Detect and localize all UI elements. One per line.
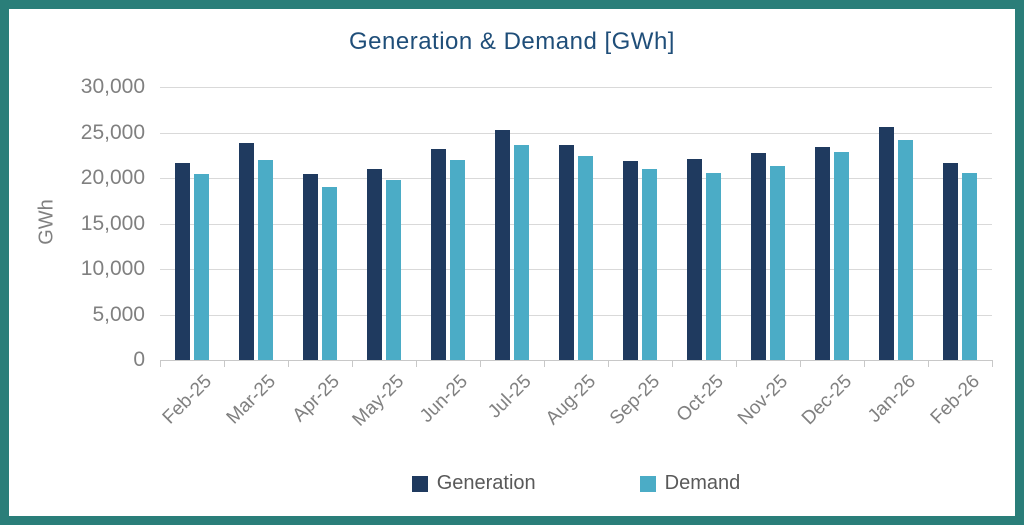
bar-demand-nov-25 (770, 166, 785, 360)
x-tick-label-sep-25: Sep-25 (605, 371, 664, 430)
bar-generation-feb-26 (943, 163, 958, 360)
x-axis-tick (864, 360, 865, 367)
x-tick-label-apr-25: Apr-25 (288, 371, 344, 427)
bar-generation-jul-25 (495, 130, 510, 360)
gridline (160, 314, 992, 316)
legend-item-demand: Demand (639, 472, 741, 495)
x-tick-label-mar-25: Mar-25 (222, 371, 280, 429)
x-axis-tick (992, 360, 993, 367)
gridline (160, 223, 992, 225)
legend-label-generation: Generation (436, 472, 536, 494)
y-tick-label: 5,000 (92, 302, 145, 326)
bar-generation-oct-25 (687, 159, 702, 360)
x-axis-tick (736, 360, 737, 367)
bar-generation-feb-25 (175, 163, 190, 360)
x-axis-tick (928, 360, 929, 367)
gridline (160, 269, 992, 270)
x-axis-tick (288, 360, 289, 367)
bar-generation-sep-25 (623, 161, 638, 360)
x-tick-label-feb-25: Feb-25 (158, 371, 216, 429)
bar-generation-nov-25 (751, 153, 766, 360)
x-tick-label-jul-25: Jul-25 (484, 371, 536, 423)
bar-generation-jan-26 (879, 127, 894, 360)
x-axis-tick (608, 360, 609, 367)
bar-demand-aug-25 (578, 156, 593, 360)
gridline (160, 132, 992, 134)
x-tick-label-aug-25: Aug-25 (541, 371, 600, 430)
gridline (160, 87, 992, 88)
bar-demand-jul-25 (514, 145, 529, 360)
y-axis-title: GWh (35, 199, 58, 245)
x-axis-line (160, 360, 992, 361)
x-tick-label-feb-26: Feb-26 (926, 371, 984, 429)
y-tick-label: 15,000 (80, 211, 145, 235)
x-axis-tick (352, 360, 353, 367)
y-tick-label: 20,000 (80, 166, 145, 189)
bar-generation-jun-25 (431, 149, 446, 360)
bar-generation-may-25 (367, 169, 382, 360)
y-tick-label: 25,000 (80, 120, 145, 144)
x-axis-tick (480, 360, 481, 367)
x-axis-tick (224, 360, 225, 367)
bar-demand-jan-26 (898, 140, 913, 360)
x-tick-label-jun-25: Jun-25 (415, 371, 472, 427)
legend-label-demand: Demand (664, 472, 741, 494)
bar-generation-mar-25 (239, 143, 254, 360)
bar-generation-aug-25 (559, 145, 574, 360)
bar-demand-apr-25 (322, 187, 337, 360)
x-axis-tick (160, 360, 161, 367)
bar-demand-sep-25 (642, 169, 657, 360)
y-tick-label: 10,000 (80, 257, 145, 280)
bar-demand-mar-25 (258, 160, 273, 360)
x-tick-label-nov-25: Nov-25 (733, 371, 792, 430)
x-tick-label-dec-25: Dec-25 (797, 371, 856, 430)
bar-demand-feb-25 (194, 174, 209, 360)
x-axis-tick (800, 360, 801, 367)
bar-demand-dec-25 (834, 152, 849, 360)
x-axis-tick (672, 360, 673, 367)
x-tick-label-may-25: May-25 (348, 371, 408, 431)
y-tick-label: 0 (133, 348, 145, 371)
x-axis-tick (544, 360, 545, 367)
x-tick-label-oct-25: Oct-25 (672, 371, 728, 427)
legend: Generation Demand (160, 472, 992, 495)
plot-area (160, 87, 992, 360)
y-tick-label: 30,000 (80, 75, 145, 98)
gridline (160, 178, 992, 179)
x-axis-tick (416, 360, 417, 367)
x-tick-label-jan-26: Jan-26 (863, 371, 920, 427)
bar-demand-feb-26 (962, 173, 977, 360)
bar-generation-apr-25 (303, 174, 318, 360)
legend-swatch-demand (639, 475, 656, 492)
bar-demand-may-25 (386, 180, 401, 360)
chart-title: Generation & Demand [GWh] (349, 28, 675, 55)
legend-item-generation: Generation (411, 472, 536, 495)
legend-swatch-generation (411, 475, 428, 492)
bar-demand-oct-25 (706, 173, 721, 360)
bar-demand-jun-25 (450, 160, 465, 360)
bar-generation-dec-25 (815, 147, 830, 360)
